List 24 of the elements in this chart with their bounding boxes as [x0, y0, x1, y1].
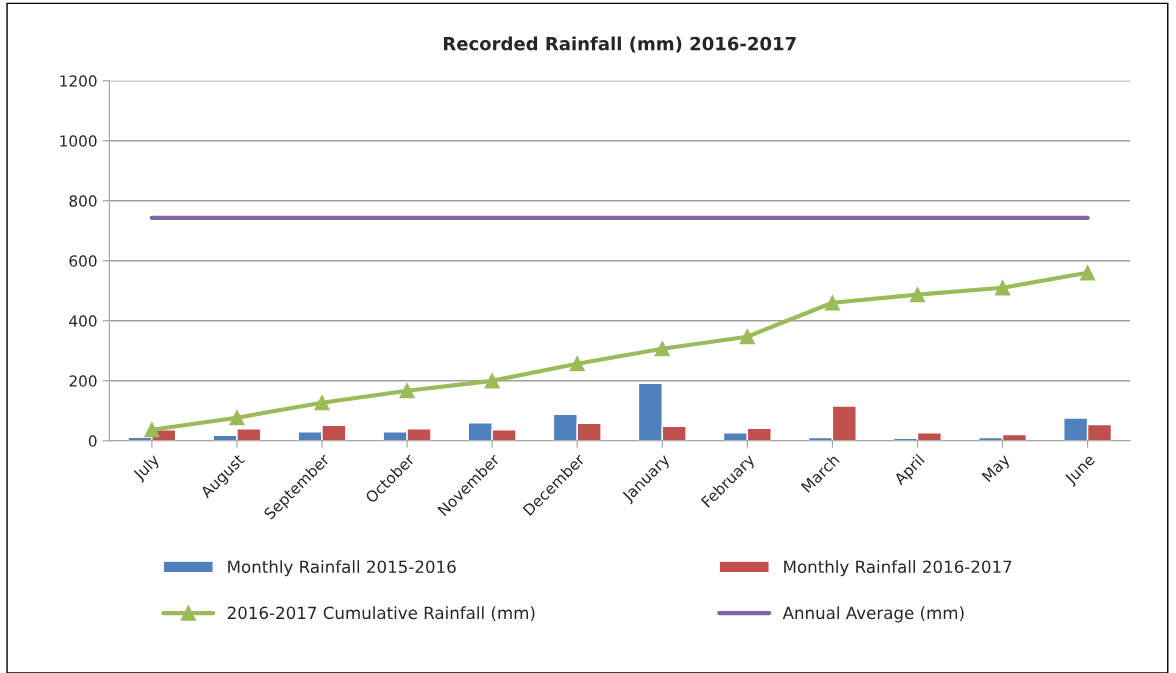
legend-label: Monthly Rainfall 2015-2016 [228, 560, 456, 577]
legend-label: 2016-2017 Cumulative Rainfall (mm) [227, 606, 535, 622]
y-tick-label: 200 [69, 375, 97, 387]
y-tick-label: 0 [88, 435, 97, 447]
point [909, 287, 926, 303]
point [569, 356, 585, 372]
y-tick-label: 400 [69, 315, 97, 327]
point [314, 395, 330, 411]
point [399, 383, 415, 399]
chart-title: Recorded Rainfall (mm) 2016-2017 [444, 36, 796, 53]
point [994, 280, 1011, 296]
legend-label: Annual Average (mm) [782, 606, 964, 623]
point [229, 410, 245, 426]
y-tick-label: 1200 [60, 75, 97, 87]
point [824, 295, 841, 311]
point [484, 373, 500, 389]
y-tick-label: 1000 [60, 135, 97, 147]
point [144, 422, 160, 438]
y-tick-label: 600 [69, 255, 97, 267]
y-tick-label: 800 [69, 195, 97, 207]
legend-label: Monthly Rainfall 2016-2017 [784, 560, 1012, 577]
point [654, 341, 670, 357]
point [739, 329, 755, 345]
point [1079, 265, 1096, 281]
